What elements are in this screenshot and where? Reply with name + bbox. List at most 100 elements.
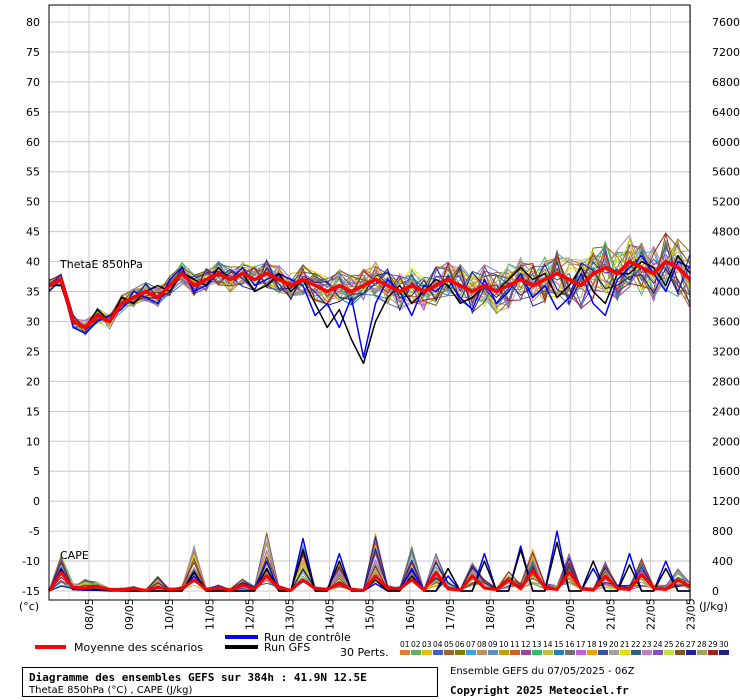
thetae-control-line (48, 254, 691, 359)
left-tick-label: 0 (33, 495, 40, 508)
left-tick-label: 10 (26, 435, 40, 448)
left-tick-label: 60 (26, 136, 40, 149)
right-tick-label: 3200 (712, 345, 740, 358)
pert-id-label: 30 (719, 640, 729, 649)
pert-color-swatch (598, 650, 608, 655)
pert-id-label: 11 (510, 640, 520, 649)
right-tick-label: 4800 (712, 226, 740, 239)
x-tick-label: 12/05 (243, 598, 256, 630)
pert-id-label: 29 (708, 640, 718, 649)
pert-id-label: 14 (543, 640, 553, 649)
right-tick-label: 3600 (712, 315, 740, 328)
right-tick-label: 2000 (712, 435, 740, 448)
pert-color-swatch (664, 650, 674, 655)
pert-color-swatch (554, 650, 564, 655)
right-tick-label: 0 (712, 585, 719, 598)
pert-id-label: 23 (642, 640, 652, 649)
x-tick-label: 18/05 (484, 598, 497, 630)
pert-color-swatch (653, 650, 663, 655)
pert-color-swatch (565, 650, 575, 655)
thetae-annotation: ThetaE 850hPa (59, 258, 143, 271)
cape-annotation: CAPE (60, 549, 89, 562)
right-tick-label: 400 (712, 555, 733, 568)
left-tick-label: 80 (26, 16, 40, 29)
right-tick-label: 7200 (712, 46, 740, 59)
left-tick-label: 65 (26, 106, 40, 119)
right-tick-label: 6000 (712, 136, 740, 149)
pert-color-swatch (609, 650, 619, 655)
x-tick-label: 14/05 (324, 598, 337, 630)
pert-color-swatch (433, 650, 443, 655)
pert-color-swatch (708, 650, 718, 655)
left-tick-label: -10 (22, 555, 40, 568)
pert-color-swatch (488, 650, 498, 655)
ensemble-member-thetae (48, 241, 691, 328)
left-tick-label: 55 (26, 166, 40, 179)
thetae-gfs-line (49, 254, 691, 365)
x-tick-label: 22/05 (644, 598, 657, 630)
pert-color-swatch (576, 650, 586, 655)
right-tick-label: 1600 (712, 465, 740, 478)
pert-id-label: 12 (521, 640, 531, 649)
pert-id-label: 28 (697, 640, 707, 649)
pert-id-label: 01 (400, 640, 410, 649)
pert-id-label: 10 (499, 640, 509, 649)
right-tick-label: 2400 (712, 405, 740, 418)
left-tick-label: 45 (26, 226, 40, 239)
pert-id-label: 03 (422, 640, 432, 649)
right-axis-ticks: 7600720068006400600056005200480044004000… (712, 16, 740, 598)
pert-color-swatch (499, 650, 509, 655)
x-tick-label: 19/05 (524, 598, 537, 630)
pert-color-swatch (675, 650, 685, 655)
pert-id-label: 06 (455, 640, 465, 649)
pert-color-swatch (686, 650, 696, 655)
pert-color-legend: 01 02 03 04 05 06 07 08 09 10 11 12 13 14 15 16 17 18 19 20… (400, 640, 729, 655)
info-box: Diagramme des ensembles GEFS sur 384h : … (22, 667, 438, 697)
pert-id-label: 15 (554, 640, 564, 649)
pert-id-label: 07 (466, 640, 476, 649)
right-tick-label: 5200 (712, 196, 740, 209)
pert-id-label: 16 (565, 640, 575, 649)
pert-color-swatch (477, 650, 487, 655)
diagram-title: Diagramme des ensembles GEFS sur 384h : … (29, 671, 367, 684)
left-tick-label: 40 (26, 256, 40, 269)
pert-color-swatch (631, 650, 641, 655)
highlighted-series (47, 254, 692, 592)
pert-color-swatch (466, 650, 476, 655)
left-tick-label: 35 (26, 286, 40, 299)
x-tick-label: 10/05 (163, 598, 176, 630)
pert-color-swatch (543, 650, 553, 655)
right-tick-label: 2800 (712, 375, 740, 388)
right-tick-label: 7600 (712, 16, 740, 29)
pert-color-swatch (444, 650, 454, 655)
pert-id-label: 26 (675, 640, 685, 649)
x-tick-label: 09/05 (123, 598, 136, 630)
right-tick-label: 6800 (712, 76, 740, 89)
x-tick-label: 13/05 (284, 598, 297, 630)
left-tick-label: 15 (26, 405, 40, 418)
pert-id-label: 02 (411, 640, 421, 649)
left-axis-unit: (°c) (19, 600, 39, 613)
x-tick-label: 15/05 (364, 598, 377, 630)
left-tick-label: -15 (22, 585, 40, 598)
pert-color-swatch (620, 650, 630, 655)
left-tick-label: 25 (26, 345, 40, 358)
left-tick-label: 75 (26, 46, 40, 59)
left-tick-label: 20 (26, 375, 40, 388)
x-tick-label: 17/05 (444, 598, 457, 630)
pert-color-swatch (642, 650, 652, 655)
pert-id-label: 09 (488, 640, 498, 649)
pert-id-label: 19 (598, 640, 608, 649)
pert-id-label: 24 (653, 640, 663, 649)
pert-color-swatch (411, 650, 421, 655)
x-axis-ticks: 08/05 09/05 10/05 11/05 12/05 13/05 14/05 15/05… (83, 598, 698, 630)
pert-id-label: 05 (444, 640, 454, 649)
pert-color-swatch (532, 650, 542, 655)
legend: Moyenne des scénarios Run de contrôle Ru… (35, 631, 729, 659)
pert-id-label: 04 (433, 640, 443, 649)
left-tick-label: -5 (29, 525, 40, 538)
pert-id-label: 21 (620, 640, 630, 649)
x-tick-label: 16/05 (404, 598, 417, 630)
